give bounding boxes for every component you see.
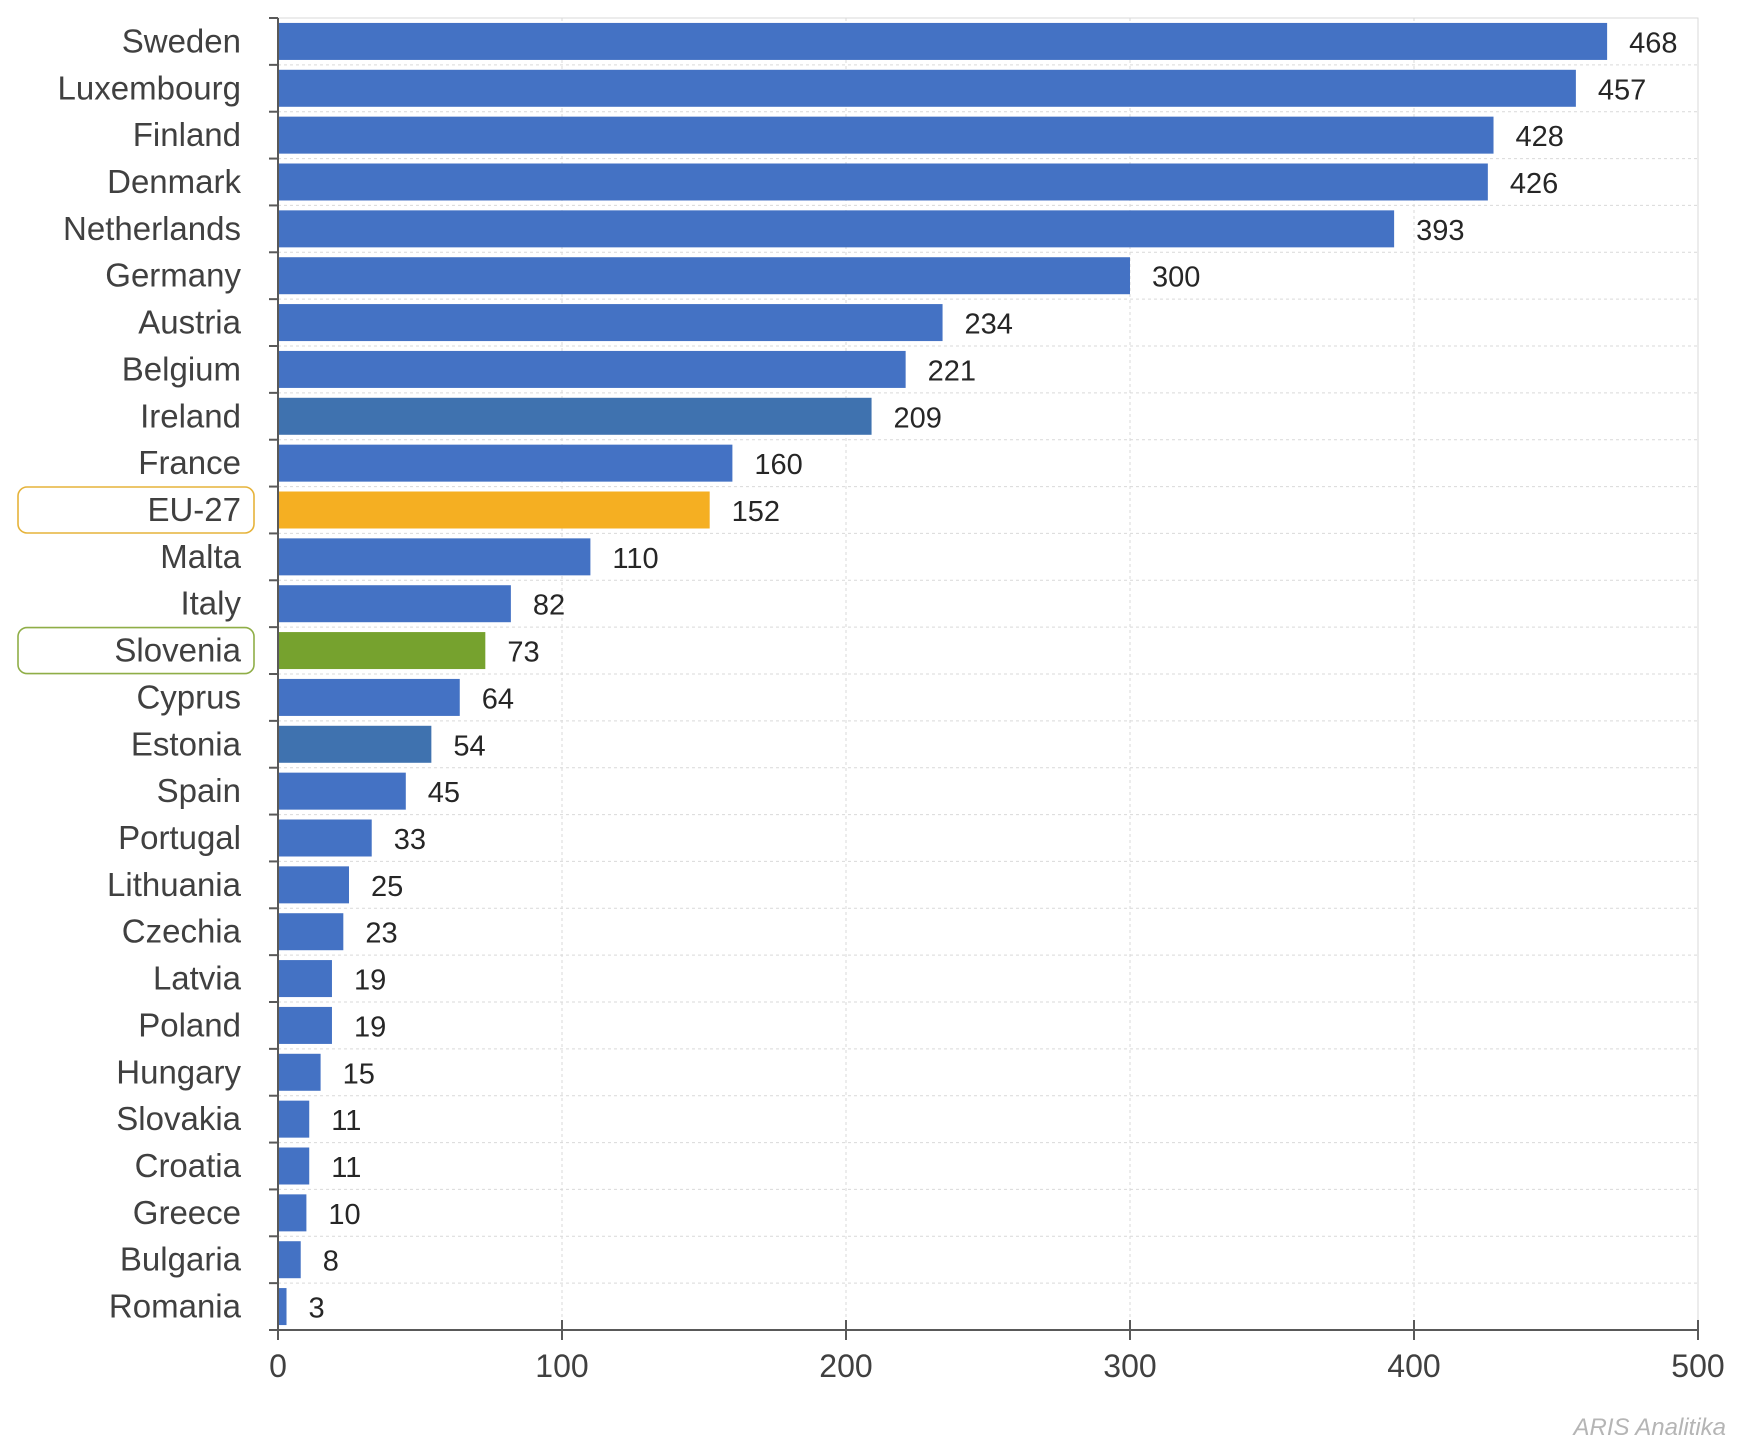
data-label: 45 xyxy=(428,777,460,809)
category-label: Slovenia xyxy=(114,632,241,669)
bar xyxy=(279,632,486,670)
bar xyxy=(279,1100,310,1138)
bar xyxy=(279,1288,287,1326)
bar xyxy=(279,163,1488,201)
data-label: 11 xyxy=(331,1152,361,1184)
axes: 0 100 200 300 400 500 xyxy=(269,17,1725,1384)
data-label: 152 xyxy=(732,496,780,528)
category-label: Germany xyxy=(105,257,241,294)
category-label: Cyprus xyxy=(136,678,241,715)
bar xyxy=(279,1053,321,1091)
data-label: 54 xyxy=(453,730,485,762)
data-label: 25 xyxy=(371,871,403,903)
data-label: 10 xyxy=(328,1199,360,1231)
category-label: France xyxy=(138,444,241,481)
x-tick-label: 100 xyxy=(535,1348,588,1384)
category-label: Greece xyxy=(133,1194,241,1231)
bar xyxy=(279,1006,332,1044)
bar xyxy=(279,257,1130,295)
category-label: Poland xyxy=(138,1006,241,1043)
bar xyxy=(279,1194,307,1232)
bar xyxy=(279,538,591,576)
data-label: 15 xyxy=(343,1058,375,1090)
category-label: Netherlands xyxy=(63,210,241,247)
category-label: Finland xyxy=(133,116,241,153)
data-label: 468 xyxy=(1629,27,1677,59)
x-tick-label: 500 xyxy=(1671,1348,1724,1384)
category-label: Italy xyxy=(180,585,241,622)
bar xyxy=(279,116,1494,154)
bar xyxy=(279,819,372,857)
x-tick-label: 400 xyxy=(1387,1348,1440,1384)
data-label: 110 xyxy=(612,543,658,575)
highlight-label-box xyxy=(17,626,255,675)
category-label: Romania xyxy=(109,1288,242,1325)
data-label: 234 xyxy=(965,309,1013,341)
data-label: 160 xyxy=(754,449,802,481)
data-label: 82 xyxy=(533,590,565,622)
data-label: 300 xyxy=(1152,262,1200,294)
data-label: 221 xyxy=(928,355,976,387)
data-label: 426 xyxy=(1510,168,1558,200)
bar xyxy=(279,210,1395,248)
source-credit: ARIS Analitika xyxy=(1573,1414,1726,1441)
category-label: Croatia xyxy=(135,1147,242,1184)
bars xyxy=(279,22,1608,1326)
bar xyxy=(279,866,349,904)
bar xyxy=(279,397,872,435)
category-label: Hungary xyxy=(116,1053,241,1090)
category-label: Luxembourg xyxy=(58,69,241,106)
data-label: 209 xyxy=(894,402,942,434)
bar xyxy=(279,913,344,951)
data-label: 11 xyxy=(331,1105,361,1137)
category-label: Lithuania xyxy=(107,866,242,903)
category-label: Ireland xyxy=(140,397,241,434)
category-label: Belgium xyxy=(122,350,241,387)
bar xyxy=(279,304,943,342)
gridlines xyxy=(277,17,1699,1331)
category-label: EU-27 xyxy=(147,491,241,528)
category-label: Latvia xyxy=(153,960,242,997)
category-label: Austria xyxy=(138,304,241,341)
data-label: 23 xyxy=(365,918,397,950)
bar xyxy=(279,772,406,810)
x-tick-label: 200 xyxy=(819,1348,872,1384)
category-label: Bulgaria xyxy=(120,1241,242,1278)
bar xyxy=(279,585,511,623)
data-label: 3 xyxy=(309,1293,325,1325)
bar xyxy=(279,678,460,716)
bar xyxy=(279,22,1608,60)
category-label: Malta xyxy=(160,538,241,575)
data-label: 33 xyxy=(394,824,426,856)
data-label: 393 xyxy=(1416,215,1464,247)
category-label: Sweden xyxy=(122,22,241,59)
data-label: 19 xyxy=(354,1011,386,1043)
bar xyxy=(279,725,432,763)
bar xyxy=(279,1241,301,1279)
category-label: Denmark xyxy=(107,163,241,200)
bar xyxy=(279,69,1576,107)
category-label: Spain xyxy=(157,772,241,809)
data-label: 64 xyxy=(482,683,514,715)
data-label: 428 xyxy=(1516,121,1564,153)
x-tick-label: 0 xyxy=(269,1348,287,1384)
labels: Sweden 468 Luxembourg 457 Finland 428 Denmark 4… xyxy=(17,22,1678,1325)
data-label: 73 xyxy=(507,637,539,669)
highlight-label-box xyxy=(17,486,255,534)
bar xyxy=(279,491,710,529)
bar xyxy=(279,444,733,482)
data-label: 457 xyxy=(1598,74,1646,106)
x-tick-label: 300 xyxy=(1103,1348,1156,1384)
category-label: Portugal xyxy=(118,819,241,856)
data-label: 8 xyxy=(323,1246,339,1278)
bar xyxy=(279,960,332,998)
bar xyxy=(279,1147,310,1185)
category-label: Estonia xyxy=(131,725,242,762)
category-label: Czechia xyxy=(122,913,242,950)
data-label: 19 xyxy=(354,965,386,997)
bar xyxy=(279,350,906,388)
category-label: Slovakia xyxy=(116,1100,241,1137)
